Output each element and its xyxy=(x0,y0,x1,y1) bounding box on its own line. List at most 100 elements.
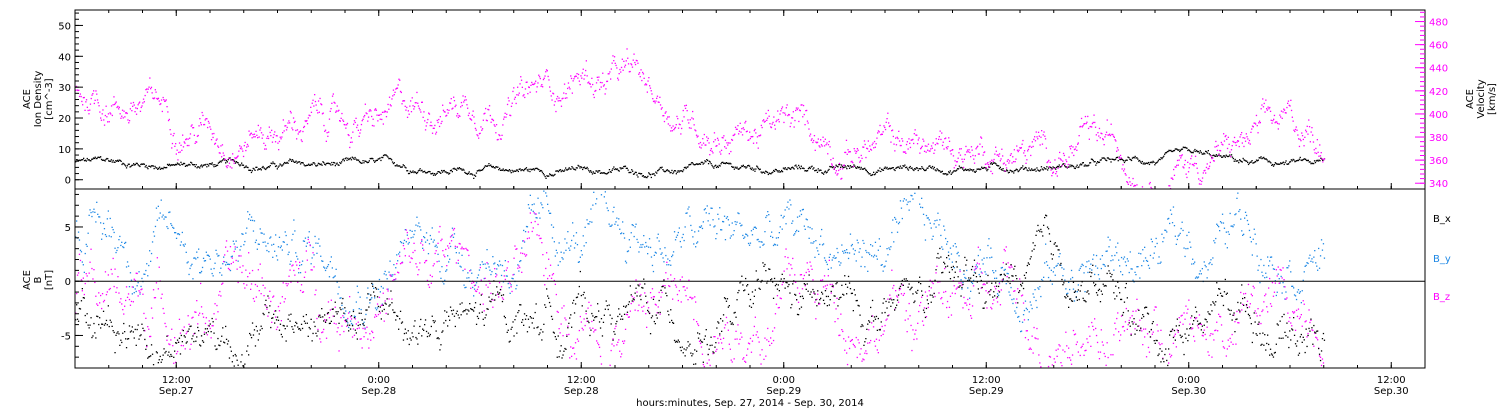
data-point xyxy=(709,224,711,226)
data-point xyxy=(658,240,660,242)
data-point xyxy=(681,127,683,130)
data-point xyxy=(569,88,571,90)
data-point xyxy=(1138,252,1140,254)
data-point xyxy=(1019,147,1021,149)
data-point xyxy=(200,272,202,274)
data-point xyxy=(1127,260,1129,262)
data-point xyxy=(391,161,394,163)
data-point xyxy=(351,336,354,338)
data-point xyxy=(109,112,111,114)
data-point xyxy=(821,172,823,174)
data-point xyxy=(862,239,864,242)
data-point xyxy=(1010,170,1012,172)
data-point xyxy=(194,165,196,168)
data-point xyxy=(555,293,557,296)
data-point xyxy=(256,166,258,168)
data-point xyxy=(448,247,450,249)
data-point xyxy=(737,324,739,326)
data-point xyxy=(1291,285,1293,287)
data-point xyxy=(438,260,440,262)
data-point xyxy=(768,214,770,216)
data-point xyxy=(164,100,167,102)
data-point xyxy=(628,171,630,174)
data-point xyxy=(907,201,909,203)
data-point xyxy=(145,164,147,167)
data-point xyxy=(777,118,780,121)
data-point xyxy=(618,170,620,172)
data-point xyxy=(116,287,118,289)
data-point xyxy=(683,286,685,288)
data-point xyxy=(533,212,535,214)
data-point xyxy=(1032,169,1035,171)
data-point xyxy=(285,125,287,127)
data-point xyxy=(338,350,340,352)
data-point xyxy=(786,168,788,171)
data-point xyxy=(169,165,171,167)
data-point xyxy=(127,293,130,295)
data-point xyxy=(1252,162,1254,164)
data-point xyxy=(203,123,206,126)
data-point xyxy=(486,249,488,251)
data-point xyxy=(532,210,534,212)
data-point xyxy=(524,231,527,233)
data-point xyxy=(1287,267,1289,269)
data-point xyxy=(125,112,128,114)
data-point xyxy=(790,204,792,206)
data-point xyxy=(591,221,593,223)
data-point xyxy=(1041,143,1044,145)
data-point xyxy=(489,282,491,284)
data-point xyxy=(1022,314,1025,316)
data-point xyxy=(435,244,437,246)
data-point xyxy=(1223,140,1226,142)
data-point xyxy=(1057,166,1060,168)
data-point xyxy=(448,109,450,111)
data-point xyxy=(1276,291,1278,293)
data-point xyxy=(312,162,314,164)
data-point xyxy=(713,336,715,338)
data-point xyxy=(916,167,918,169)
data-point xyxy=(792,220,794,222)
data-point xyxy=(494,262,496,264)
data-point xyxy=(236,161,238,164)
data-point xyxy=(1276,121,1278,123)
data-point xyxy=(732,166,735,168)
data-point xyxy=(1130,268,1132,270)
data-point xyxy=(770,126,772,128)
data-point xyxy=(1247,163,1250,166)
data-point xyxy=(775,169,777,171)
data-point xyxy=(896,136,898,138)
data-point xyxy=(796,287,799,289)
data-point xyxy=(874,241,877,243)
bz-points xyxy=(75,212,1325,368)
data-point xyxy=(780,297,782,300)
data-point xyxy=(1268,265,1270,267)
data-point xyxy=(1054,159,1056,161)
data-point xyxy=(1261,271,1263,273)
data-point xyxy=(384,110,386,112)
data-point xyxy=(1233,224,1235,226)
data-point xyxy=(1066,166,1069,168)
data-point xyxy=(304,120,306,122)
data-point xyxy=(598,76,600,78)
data-point xyxy=(610,349,612,352)
data-point xyxy=(1293,294,1296,296)
data-point xyxy=(178,142,181,144)
data-point xyxy=(522,169,524,171)
data-point xyxy=(632,59,634,61)
data-point xyxy=(684,226,686,228)
data-point xyxy=(1040,166,1043,168)
data-point xyxy=(823,140,825,143)
data-point xyxy=(864,167,866,169)
data-point xyxy=(665,254,667,257)
data-point xyxy=(523,253,526,255)
data-point xyxy=(382,123,384,125)
data-point xyxy=(107,210,109,212)
data-point xyxy=(324,319,326,321)
data-point xyxy=(328,276,331,278)
data-point xyxy=(565,169,568,171)
data-point xyxy=(575,75,577,77)
data-point xyxy=(553,279,555,282)
data-point xyxy=(702,142,705,144)
data-point xyxy=(404,255,406,257)
data-point xyxy=(106,218,108,220)
